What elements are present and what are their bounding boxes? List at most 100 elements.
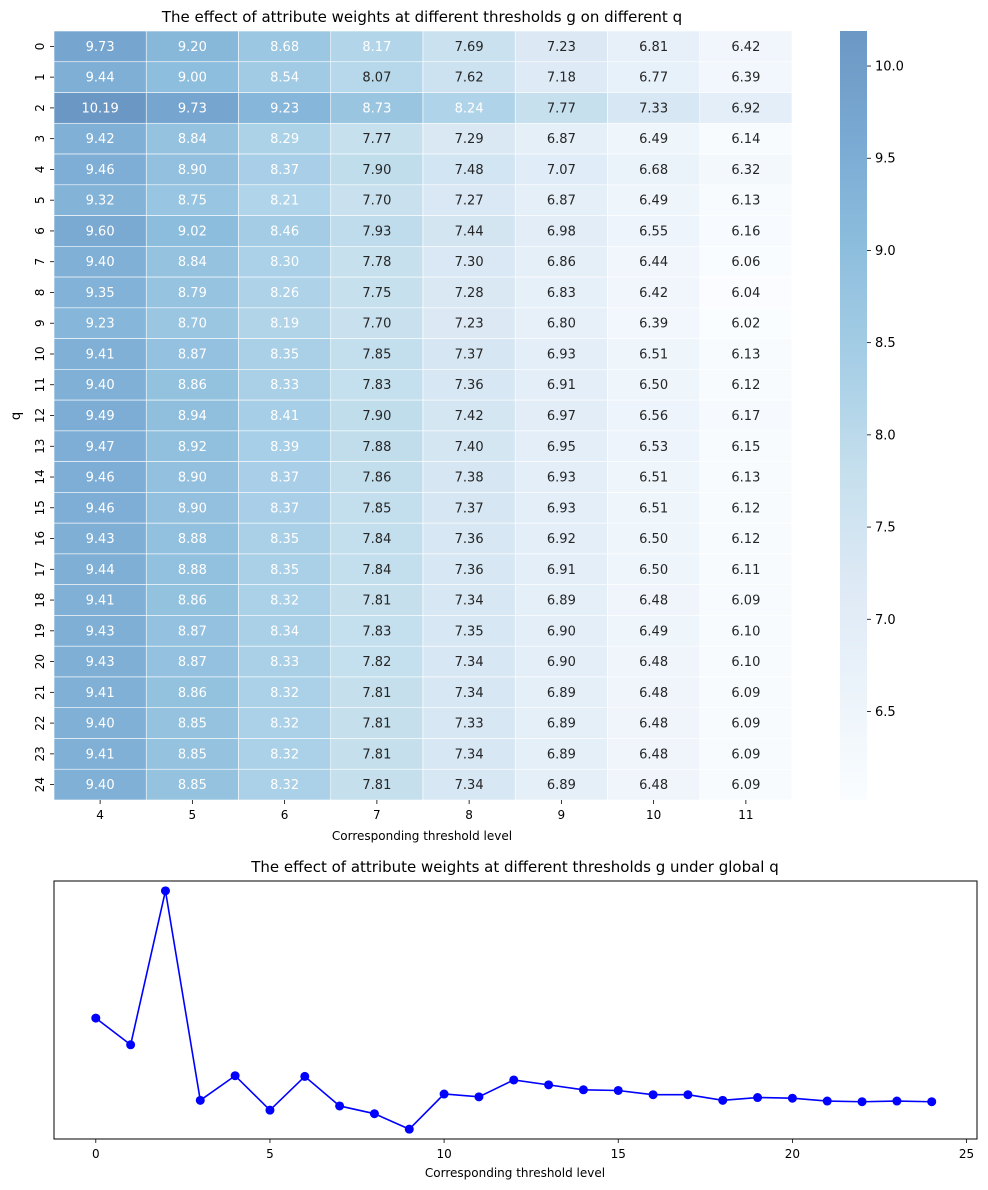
heatmap-cell-label: 7.33 bbox=[639, 101, 668, 116]
y-tick-label: 7 bbox=[33, 258, 47, 266]
heatmap-cell bbox=[53, 492, 147, 524]
heatmap-cell bbox=[422, 276, 516, 309]
heatmap-cell-label: 6.09 bbox=[731, 717, 760, 732]
data-point bbox=[544, 1080, 554, 1090]
y-tick-label: 8 bbox=[33, 289, 47, 297]
heatmap-cell-label: 6.14 bbox=[731, 132, 760, 147]
heatmap-cell-label: 6.44 bbox=[639, 255, 668, 270]
heatmap-cell-label: 7.23 bbox=[455, 317, 484, 332]
heatmap-cell-label: 8.34 bbox=[270, 624, 299, 639]
line-x-tick-label: 5 bbox=[266, 1147, 274, 1161]
heatmap-cell-label: 6.50 bbox=[639, 563, 668, 578]
heatmap-cell bbox=[145, 768, 239, 801]
heatmap-cell bbox=[422, 738, 516, 770]
heatmap-cell-label: 8.37 bbox=[270, 471, 299, 486]
heatmap-cell-label: 8.26 bbox=[270, 286, 299, 301]
heatmap-cell-label: 6.89 bbox=[547, 778, 576, 793]
heatmap-cell-label: 7.37 bbox=[455, 347, 484, 362]
heatmap-cell bbox=[422, 768, 516, 801]
x-tick-label: 8 bbox=[465, 808, 473, 822]
heatmap-cell-label: 7.42 bbox=[455, 409, 484, 424]
heatmap-cell bbox=[514, 461, 608, 493]
heatmap-cell-label: 8.87 bbox=[178, 624, 207, 639]
y-tick-label: 10 bbox=[33, 346, 47, 361]
heatmap-cell bbox=[607, 738, 701, 770]
heatmap-cell-label: 6.87 bbox=[547, 132, 576, 147]
heatmap-cell-label: 6.68 bbox=[639, 163, 668, 178]
heatmap-cell bbox=[145, 492, 239, 524]
heatmap-cell-label: 9.41 bbox=[86, 594, 115, 609]
heatmap-cell bbox=[238, 92, 332, 124]
data-point bbox=[683, 1090, 693, 1100]
heatmap-cell-label: 8.32 bbox=[270, 717, 299, 732]
heatmap-cell bbox=[330, 492, 424, 524]
heatmap-cell-label: 7.36 bbox=[455, 532, 484, 547]
heatmap-cell-label: 7.36 bbox=[455, 378, 484, 393]
heatmap-cell-label: 7.70 bbox=[362, 317, 391, 332]
heatmap-cell bbox=[238, 430, 332, 462]
heatmap-cell-label: 6.48 bbox=[639, 655, 668, 670]
heatmap-cell bbox=[330, 92, 424, 124]
heatmap-cell bbox=[330, 738, 424, 770]
heatmap-cell-label: 6.81 bbox=[639, 40, 668, 55]
heatmap-cell bbox=[145, 92, 239, 124]
heatmap-cell-label: 6.11 bbox=[731, 563, 760, 578]
heatmap-cell-label: 6.97 bbox=[547, 409, 576, 424]
data-point bbox=[578, 1085, 588, 1095]
heatmap-cell-label: 6.49 bbox=[639, 624, 668, 639]
heatmap-cell-label: 9.43 bbox=[86, 655, 115, 670]
line-x-tick-label: 20 bbox=[785, 1147, 800, 1161]
heatmap-cell bbox=[238, 522, 332, 555]
heatmap-cell-label: 6.89 bbox=[547, 747, 576, 762]
heatmap-cell bbox=[607, 215, 701, 247]
heatmap-cell bbox=[330, 307, 424, 339]
data-point bbox=[160, 886, 170, 896]
heatmap-cell bbox=[699, 738, 793, 770]
colorbar-tick-label: 7.0 bbox=[875, 613, 896, 628]
heatmap-cell-label: 8.90 bbox=[178, 163, 207, 178]
heatmap-cell bbox=[145, 553, 239, 585]
heatmap-cell bbox=[238, 338, 332, 370]
heatmap-cell-label: 8.84 bbox=[178, 132, 207, 147]
heatmap-cell-label: 9.40 bbox=[86, 778, 115, 793]
heatmap-cell-label: 7.38 bbox=[455, 471, 484, 486]
heatmap-cell-label: 8.33 bbox=[270, 378, 299, 393]
heatmap-cell bbox=[330, 153, 424, 186]
heatmap-cell bbox=[699, 338, 793, 370]
line-x-tick-label: 25 bbox=[959, 1147, 974, 1161]
heatmap-cell bbox=[699, 153, 793, 186]
x-tick-label: 7 bbox=[373, 808, 381, 822]
heatmap-cell-label: 6.13 bbox=[731, 471, 760, 486]
heatmap-cell bbox=[514, 707, 608, 739]
y-tick-label: 9 bbox=[33, 319, 47, 327]
heatmap-cell-label: 7.90 bbox=[362, 409, 391, 424]
heatmap-cell-label: 6.48 bbox=[639, 686, 668, 701]
heatmap-cell bbox=[238, 369, 332, 401]
heatmap-cell-label: 8.94 bbox=[178, 409, 207, 424]
heatmap-cell-label: 7.36 bbox=[455, 563, 484, 578]
heatmap-cell-label: 6.02 bbox=[731, 317, 760, 332]
heatmap-cell-label: 8.35 bbox=[270, 532, 299, 547]
data-point bbox=[927, 1097, 937, 1107]
data-point bbox=[369, 1109, 379, 1119]
heatmap-cell-label: 6.51 bbox=[639, 347, 668, 362]
heatmap-cell bbox=[699, 522, 793, 555]
heatmap-cell-label: 9.20 bbox=[178, 40, 207, 55]
heatmap-cell-label: 7.07 bbox=[547, 163, 576, 178]
heatmap-cell bbox=[607, 707, 701, 739]
heatmap-cell-label: 8.35 bbox=[270, 347, 299, 362]
heatmap-cell bbox=[699, 615, 793, 647]
heatmap-cell bbox=[699, 276, 793, 309]
heatmap-cell-label: 6.89 bbox=[547, 717, 576, 732]
heatmap-cell-label: 8.87 bbox=[178, 347, 207, 362]
heatmap-cell bbox=[238, 30, 332, 63]
heatmap-cell bbox=[422, 584, 516, 616]
heatmap-cell bbox=[145, 61, 239, 93]
heatmap-cell-label: 9.42 bbox=[86, 132, 115, 147]
heatmap-cell bbox=[238, 399, 332, 432]
heatmap-cell bbox=[53, 645, 147, 678]
heatmap-cell-label: 7.23 bbox=[547, 40, 576, 55]
y-tick-label: 5 bbox=[33, 196, 47, 204]
data-point bbox=[648, 1090, 658, 1100]
